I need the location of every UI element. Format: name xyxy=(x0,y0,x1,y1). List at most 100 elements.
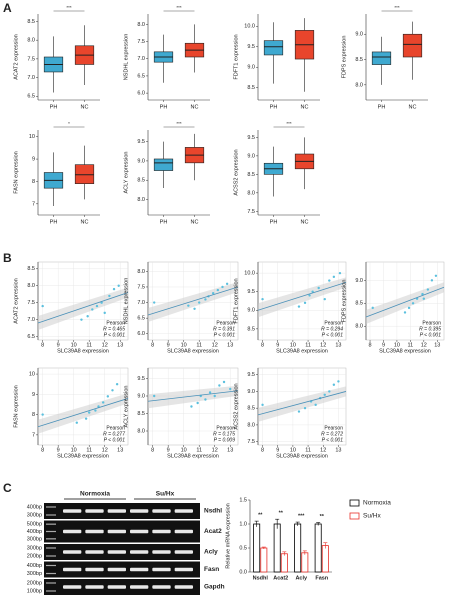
significance: * xyxy=(68,121,70,126)
x-tick-label: Nsdhl xyxy=(253,575,269,581)
fit-line xyxy=(257,391,347,416)
gene-label: Nsdhl xyxy=(204,508,222,515)
y-tick-label: 8.5 xyxy=(27,266,35,272)
x-tick-label: 9 xyxy=(276,447,279,453)
x-tick-label: 13 xyxy=(335,447,341,453)
point xyxy=(297,305,301,308)
x-tick-label: 12 xyxy=(421,342,427,348)
y-tick-label: 9.5 xyxy=(137,376,145,382)
point xyxy=(434,274,438,277)
band xyxy=(174,509,193,513)
point xyxy=(111,389,114,392)
point xyxy=(80,318,83,321)
band xyxy=(174,585,193,589)
point xyxy=(303,406,307,410)
y-tick-label: 10 xyxy=(29,134,35,140)
x-tick-label: 9 xyxy=(167,342,170,348)
y-tick-label: 8 xyxy=(32,179,35,185)
x-tick-label: 11 xyxy=(86,447,92,453)
band xyxy=(107,550,126,554)
point xyxy=(187,304,190,307)
y-tick-label: 0.0 xyxy=(239,569,247,575)
y-tick-label: 6.5 xyxy=(27,334,35,340)
point xyxy=(106,395,110,398)
point xyxy=(303,301,307,305)
bar xyxy=(253,523,261,573)
y-tick-label: 7.0 xyxy=(27,75,35,81)
x-tick-label: PH xyxy=(378,104,386,110)
x-tick-label: PH xyxy=(160,219,168,225)
significance: ** xyxy=(279,511,284,517)
ladder-band xyxy=(46,506,56,508)
bar xyxy=(314,523,322,573)
x-tick-label: 10 xyxy=(290,447,296,453)
marker-label: 400bp xyxy=(27,504,42,510)
y-tick-label: 6.0 xyxy=(137,91,145,97)
gene-label: Acat2 xyxy=(204,528,222,535)
x-tick-label: 10 xyxy=(394,342,400,348)
y-tick-label: 8.0 xyxy=(355,82,363,88)
y-tick-label: 6.5 xyxy=(137,73,145,79)
x-tick-label: PH xyxy=(160,104,168,110)
ladder-band xyxy=(46,572,56,575)
stat-label: Pearson xyxy=(324,425,343,431)
band xyxy=(63,585,82,589)
point xyxy=(225,282,229,286)
x-tick-label: NC xyxy=(191,219,199,225)
confidence-band xyxy=(38,393,128,434)
point xyxy=(338,271,342,275)
point xyxy=(314,403,317,407)
y-tick-label: 7 xyxy=(32,432,35,438)
x-tick-label: 8 xyxy=(41,342,44,348)
confidence-band xyxy=(148,385,238,409)
point xyxy=(91,308,94,311)
point xyxy=(323,297,326,301)
y-axis-label: NSDHL expression xyxy=(123,278,129,325)
y-tick-label: 7 xyxy=(32,201,35,207)
x-tick-label: 9 xyxy=(276,342,279,348)
y-tick-label: 7.5 xyxy=(27,300,35,306)
x-tick-label: Fasn xyxy=(315,575,328,581)
blot-header: Su/Hx xyxy=(156,491,175,498)
stat-label: Pearson xyxy=(422,320,441,326)
stat-label: P = 0.009 xyxy=(214,437,236,443)
marker-label: 300bp xyxy=(27,545,42,551)
band xyxy=(174,529,193,534)
band xyxy=(85,550,104,554)
point xyxy=(337,380,340,383)
stat-label: R = 0.175 xyxy=(213,431,235,437)
ladder-band xyxy=(46,530,56,533)
band xyxy=(85,567,104,572)
y-tick-label: 7.5 xyxy=(137,284,145,290)
x-tick-label: 13 xyxy=(335,342,341,348)
y-tick-label: 9.5 xyxy=(247,372,255,378)
y-tick-label: 8.0 xyxy=(137,428,145,434)
stat-label: P < 0.001 xyxy=(214,332,236,338)
y-tick-label: 9.0 xyxy=(247,65,255,71)
x-tick-label: 11 xyxy=(196,342,202,348)
marker-label: 300bp xyxy=(27,536,42,542)
band xyxy=(174,550,193,554)
band xyxy=(63,529,82,534)
point xyxy=(407,306,411,310)
x-tick-label: 10 xyxy=(71,447,77,453)
stat-label: P < 0.001 xyxy=(420,332,442,338)
fit-line xyxy=(257,282,347,311)
point xyxy=(211,292,215,295)
y-axis-label: FASN expression xyxy=(13,385,19,428)
y-axis-label: NSDHL expression xyxy=(123,34,129,81)
y-axis-label: FDPS expression xyxy=(341,36,347,79)
ladder-band xyxy=(46,582,56,584)
box xyxy=(263,40,284,56)
y-tick-label: 8.5 xyxy=(137,178,145,184)
y-tick-label: 9 xyxy=(32,157,35,163)
y-axis-label: ACLY expression xyxy=(123,386,129,428)
x-tick-label: 8 xyxy=(41,447,44,453)
y-axis-label: FDFT1 expression xyxy=(233,34,239,79)
point xyxy=(115,383,119,386)
y-axis-label: Relative mRNA expression xyxy=(225,503,231,568)
y-axis-label: FDFT1 expression xyxy=(233,278,239,323)
point xyxy=(311,290,314,293)
point xyxy=(94,409,97,412)
y-axis-label: ACAT2 expression xyxy=(13,34,19,79)
